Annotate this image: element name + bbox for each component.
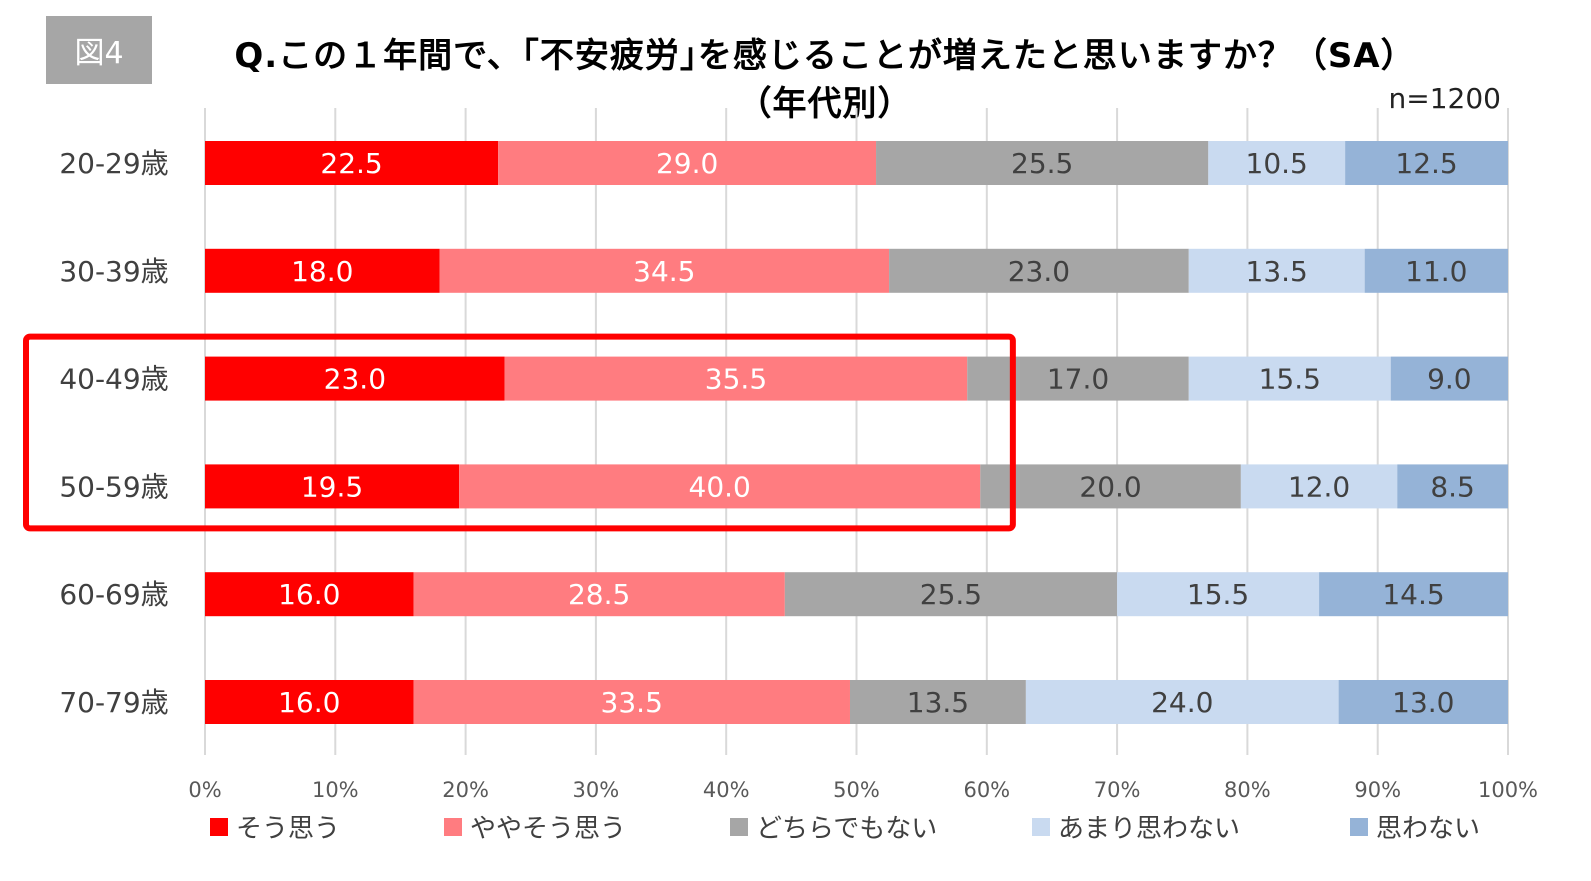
bar-segment	[1338, 680, 1508, 724]
legend-swatch	[1350, 818, 1368, 836]
x-tick-label: 100%	[1478, 778, 1538, 802]
bar-segment	[205, 464, 460, 509]
x-tick-label: 70%	[1094, 778, 1141, 802]
bar-segment	[784, 572, 1118, 617]
category-label: 40-49歳	[59, 363, 168, 396]
data-label: 15.5	[1187, 578, 1249, 611]
bar-segment	[1390, 356, 1508, 401]
data-label: 20.0	[1079, 470, 1141, 503]
highlight-box	[23, 333, 1016, 532]
bar-segment	[1240, 464, 1398, 509]
bar-segment	[1397, 464, 1508, 509]
bar-segment	[205, 680, 414, 724]
bar-segment	[1345, 141, 1508, 185]
bar-segment	[504, 356, 968, 401]
category-label: 60-69歳	[59, 578, 168, 611]
bar-segment	[849, 680, 1026, 724]
data-label: 12.5	[1395, 147, 1457, 180]
bar-segment	[205, 248, 440, 293]
data-label: 35.5	[705, 363, 767, 396]
x-tick-label: 0%	[188, 778, 221, 802]
bar-segment	[1208, 141, 1346, 185]
chart-title-line2: （年代別）	[737, 84, 913, 124]
bar-segment	[889, 248, 1189, 293]
data-label: 29.0	[656, 147, 718, 180]
bar-segment	[459, 464, 981, 509]
x-tick-label: 90%	[1354, 778, 1401, 802]
bar-segment	[876, 141, 1209, 185]
data-label: 25.5	[1011, 147, 1073, 180]
bar-segment	[967, 356, 1189, 401]
bar-segment	[1188, 248, 1365, 293]
x-tick-label: 60%	[963, 778, 1010, 802]
data-label: 33.5	[601, 686, 663, 719]
data-label: 11.0	[1405, 255, 1467, 288]
bar-segment	[205, 141, 499, 185]
data-label: 15.5	[1259, 363, 1321, 396]
legend-label: ややそう思う	[470, 814, 626, 844]
x-tick-label: 20%	[442, 778, 489, 802]
data-label: 25.5	[920, 578, 982, 611]
data-label: 40.0	[689, 470, 751, 503]
data-label: 19.5	[301, 470, 363, 503]
category-label: 20-29歳	[59, 147, 168, 180]
bar-segment	[498, 141, 877, 185]
bar-segment	[205, 356, 505, 401]
data-label: 9.0	[1427, 363, 1472, 396]
category-label: 50-59歳	[59, 470, 168, 503]
x-tick-label: 80%	[1224, 778, 1271, 802]
x-tick-label: 40%	[703, 778, 750, 802]
x-tick-label: 30%	[573, 778, 620, 802]
data-label: 10.5	[1246, 147, 1308, 180]
data-label: 23.0	[1008, 255, 1070, 288]
data-label: 13.5	[1246, 255, 1308, 288]
bar-segment	[205, 572, 414, 617]
bar-segment	[1319, 572, 1508, 617]
category-label: 70-79歳	[59, 686, 168, 719]
bar-segment	[1188, 356, 1391, 401]
figure-badge: 図4	[46, 16, 152, 84]
legend-swatch	[210, 818, 228, 836]
legend-swatch	[1032, 818, 1050, 836]
data-label: 13.5	[907, 686, 969, 719]
data-label: 24.0	[1151, 686, 1213, 719]
data-label: 23.0	[324, 363, 386, 396]
legend-swatch	[444, 818, 462, 836]
x-tick-label: 50%	[833, 778, 880, 802]
bar-segment	[439, 248, 890, 293]
bar-segment	[413, 572, 785, 617]
x-tick-label: 10%	[312, 778, 359, 802]
data-label: 8.5	[1430, 470, 1475, 503]
data-label: 28.5	[568, 578, 630, 611]
data-label: 14.5	[1382, 578, 1444, 611]
data-label: 16.0	[278, 578, 340, 611]
legend-label: あまり思わない	[1058, 814, 1240, 844]
data-label: 18.0	[291, 255, 353, 288]
sample-size-label: n=1200	[1388, 82, 1501, 115]
bar-segment	[1025, 680, 1339, 724]
bar-segment	[1117, 572, 1320, 617]
legend-label: どちらでもない	[756, 814, 937, 844]
data-label: 22.5	[320, 147, 382, 180]
chart-title-line1: Q.この１年間で、｢不安疲労｣を感じることが増えたと思いますか？（SA）	[234, 36, 1416, 76]
bar-segment	[980, 464, 1241, 509]
legend-swatch	[730, 818, 748, 836]
category-label: 30-39歳	[59, 255, 168, 288]
legend-label: 思わない	[1376, 814, 1480, 844]
data-label: 16.0	[278, 686, 340, 719]
data-label: 12.0	[1288, 470, 1350, 503]
legend-label: そう思う	[236, 814, 340, 844]
data-label: 34.5	[633, 255, 695, 288]
bar-segment	[1364, 248, 1508, 293]
bar-segment	[413, 680, 850, 724]
data-label: 17.0	[1047, 363, 1109, 396]
data-label: 13.0	[1392, 686, 1454, 719]
